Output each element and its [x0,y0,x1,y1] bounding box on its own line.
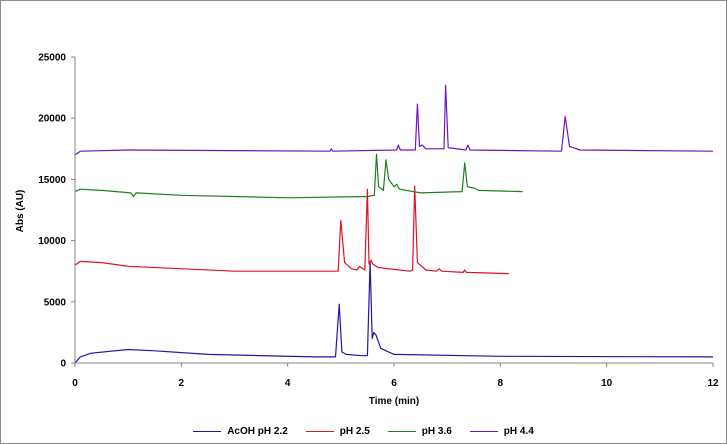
legend-swatch [305,431,334,432]
series-line-3 [74,153,523,199]
y-axis-label: Abs (AU) [15,190,26,233]
x-tick-label: 6 [391,378,397,389]
legend-swatch [387,431,416,432]
x-tick-label: 10 [601,378,613,389]
y-tick-label: 15000 [38,175,66,186]
x-tick-label: 8 [498,378,504,389]
legend-label: pH 4.4 [503,426,534,437]
legend-label: pH 2.5 [339,426,370,437]
x-tick-label: 4 [285,378,291,389]
legend-item: pH 3.6 [387,426,452,437]
legend-swatch [193,431,222,432]
x-tick-label: 12 [707,378,719,389]
y-tick-label: 10000 [38,236,66,247]
y-tick-label: 20000 [38,114,66,125]
series-line-4 [74,84,714,156]
legend-label: AcOH pH 2.2 [227,426,288,437]
legend-item: pH 4.4 [469,426,534,437]
x-axis-label: Time (min) [369,396,419,407]
y-tick-label: 0 [60,359,66,370]
x-tick-label: 2 [179,378,185,389]
legend-item: pH 2.5 [305,426,370,437]
series-line-1 [74,262,714,364]
legend: AcOH pH 2.2 pH 2.5 pH 3.6 pH 4.4 [0,426,727,437]
series-line-2 [74,185,509,275]
x-tick-label: 0 [72,378,78,389]
y-tick-label: 25000 [38,53,66,64]
legend-swatch [469,431,498,432]
legend-item: AcOH pH 2.2 [193,426,288,437]
legend-label: pH 3.6 [421,426,452,437]
y-tick-label: 5000 [44,297,67,308]
